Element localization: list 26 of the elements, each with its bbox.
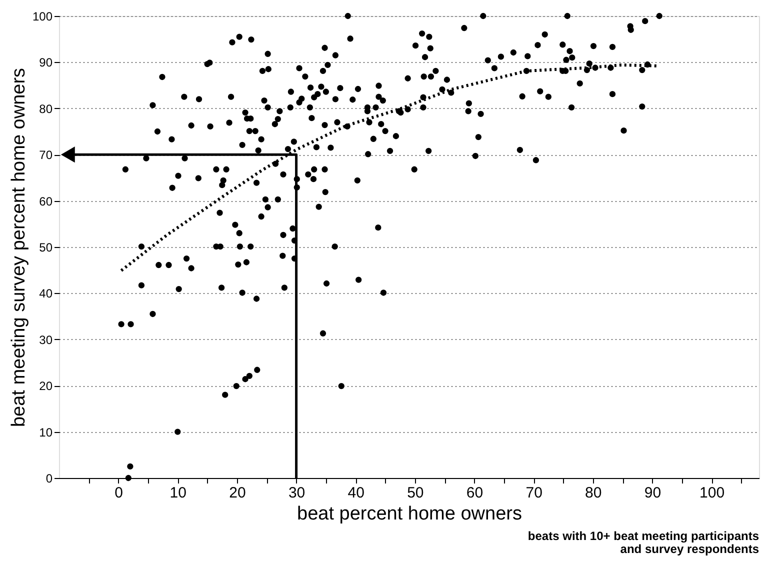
- y-tick-label: 30: [39, 332, 53, 347]
- x-tick-label: 60: [466, 484, 484, 502]
- x-tick-label: 40: [348, 484, 364, 502]
- x-tick-label: 50: [407, 484, 424, 502]
- y-tick-label: 70: [39, 148, 53, 162]
- y-axis-title: beat meeting survey percent home owners: [8, 68, 30, 428]
- y-tick-label: 40: [39, 286, 53, 301]
- y-tick-label: 100: [32, 10, 53, 24]
- y-tick-label: 50: [39, 240, 53, 254]
- y-tick-label: 0: [46, 472, 53, 486]
- text: beats with 10+ beat meeting participants: [528, 529, 760, 543]
- x-tick-label: 100: [700, 484, 725, 502]
- y-tick-label: 60: [39, 194, 53, 208]
- x-tick-label: 10: [170, 484, 186, 502]
- y-tick-label: 80: [39, 102, 53, 116]
- x-tick-label: 20: [229, 484, 246, 502]
- x-tick-label: 30: [288, 484, 306, 502]
- x-tick-label: 0: [114, 484, 123, 502]
- x-tick-label: 90: [644, 484, 662, 502]
- y-tick-label: 20: [39, 379, 53, 394]
- text: and survey respondents: [620, 542, 760, 556]
- y-tick-label: 10: [39, 425, 53, 440]
- x-tick-label: 70: [526, 484, 542, 502]
- x-tick-label: 80: [585, 484, 602, 502]
- y-tick-label: 90: [39, 56, 53, 70]
- x-axis-title: beat percent home owners: [297, 504, 522, 524]
